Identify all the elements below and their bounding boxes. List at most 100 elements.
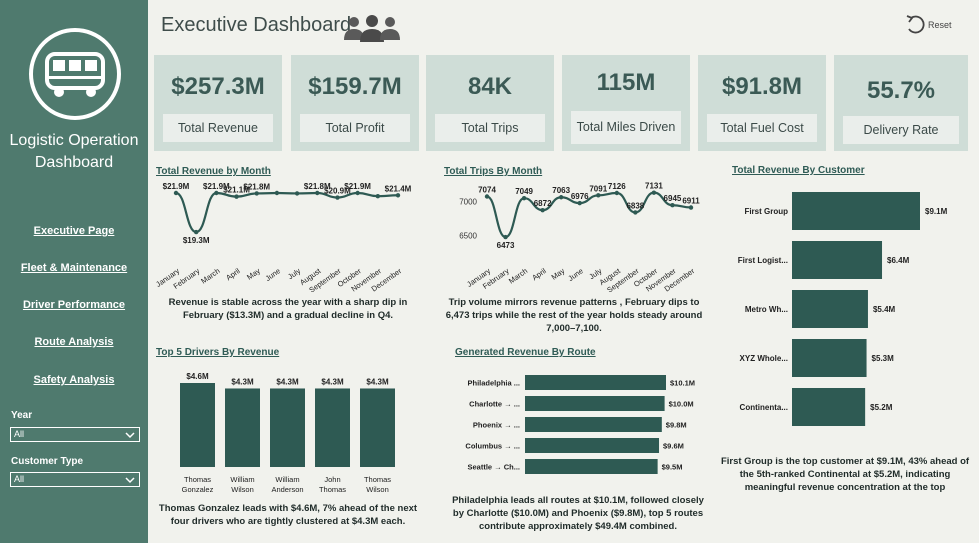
data-point [315,190,320,196]
data-label: 6911 [682,197,700,206]
bar [792,241,883,279]
category-label: Continenta... [740,403,788,412]
nav-driver-performance[interactable]: Driver Performance [22,299,126,311]
data-label: $10.1M [670,379,695,388]
data-point [651,190,657,195]
data-point [521,195,527,201]
bar [525,417,662,432]
data-label: 6872 [534,199,552,208]
data-label: $6.4M [887,256,910,265]
data-label: 7049 [515,187,533,196]
data-point [335,195,340,200]
drivers-note: Thomas Gonzalez leads with $4.6M, 7% ahe… [158,503,418,527]
revenue-by-month-title: Total Revenue by Month [156,166,271,177]
kpi-label: Total Revenue [163,114,273,142]
data-label: 7126 [608,182,626,191]
data-label: $5.4M [873,305,896,314]
data-label: $21.9M [163,182,190,191]
top-drivers-chart: $4.6MThomasGonzalez$4.3MWilliamWilson$4.… [180,372,395,494]
kpi-card-total-fuel-cost: $91.8M Total Fuel Cost [698,55,826,151]
kpi-label: Delivery Rate [843,116,959,144]
data-point [670,203,675,208]
bar [315,388,350,467]
revenue-by-month-chart: $21.9MJanuary$19.3MFebruary$21.9MMarch$2… [154,182,412,292]
x-tick-label: May [245,266,262,282]
chevron-down-icon [125,477,135,484]
data-label: $21.9M [203,182,230,191]
data-label: 6945 [664,194,682,203]
category-label: Seattle → Ch... [467,463,520,472]
x-tick-label: March [507,266,529,285]
data-label: 7063 [552,186,570,195]
kpi-value: 55.7% [866,77,936,104]
data-point [274,190,280,196]
revenue-by-route-title: Generated Revenue By Route [455,347,596,358]
nav-safety-analysis[interactable]: Safety Analysis [33,374,115,386]
bar [270,388,305,467]
data-point [173,190,179,196]
kpi-label: Total Trips [435,114,545,142]
data-point [254,191,259,196]
kpi-card-total-profit: $159.7M Total Profit [291,55,419,151]
data-label: 7131 [645,182,663,191]
y-tick-label: 6500 [459,231,477,240]
data-label: $9.8M [666,421,687,430]
data-point [193,229,199,235]
revenue-month-note: Revenue is stable across the year with a… [168,297,408,321]
category-label: Anderson [271,485,303,494]
app-title: Logistic Operation Dashboard [9,132,139,171]
nav-executive-page[interactable]: Executive Page [33,225,115,237]
revenue-by-customer-title: Total Revenue By Customer [732,165,865,176]
kpi-card-total-revenue: $257.3M Total Revenue [154,55,282,151]
data-point [294,191,300,196]
category-label: Thomas [184,475,211,484]
kpi-value: 84K [467,73,513,100]
data-point [395,193,401,198]
series-line [486,191,692,239]
kpi-value: $257.3M [171,73,265,100]
data-point [577,200,582,206]
data-point [503,234,508,240]
sidebar: Logistic Operation Dashboard Executive P… [0,0,148,543]
customer-type-filter-value: All [14,474,25,484]
data-label: 6976 [571,192,589,201]
data-point [375,193,381,199]
reset-label: Reset [928,20,952,30]
y-tick-label: 7000 [459,198,477,207]
customer-type-filter-select[interactable]: All [10,472,140,487]
nav-route-analysis[interactable]: Route Analysis [34,336,114,348]
year-filter-value: All [14,429,25,439]
category-label: John [324,475,340,484]
data-label: $9.1M [925,207,948,216]
revenue-by-route-chart: Philadelphia ... $10.1M Charlotte → ... $10… [465,375,695,474]
x-tick-label: June [264,266,282,283]
category-label: William [230,475,254,484]
data-point [558,195,564,200]
bar [525,396,665,411]
data-label: $4.3M [276,377,299,386]
bar [792,388,866,426]
category-label: Columbus → ... [465,442,520,451]
data-label: $9.6M [663,442,684,451]
bus-icon [29,28,121,120]
data-label: $21.8M [243,182,270,191]
reset-button[interactable]: Reset [905,14,965,38]
category-label: XYZ Whole... [740,354,788,363]
data-label: $21.1M [223,186,250,195]
data-label: $4.3M [321,377,344,386]
kpi-label: Total Fuel Cost [707,114,817,142]
top-drivers-title: Top 5 Drivers By Revenue [156,347,280,358]
nav-fleet-maintenance[interactable]: Fleet & Maintenance [20,262,128,274]
bar [525,375,666,390]
customer-type-filter-label: Customer Type [11,456,84,467]
x-tick-label: April [224,266,242,282]
year-filter-label: Year [11,410,33,421]
bar [225,388,260,467]
series-line [175,191,399,234]
data-label: $19.3M [183,236,210,245]
year-filter-select[interactable]: All [10,427,140,442]
trips-by-month-title: Total Trips By Month [444,166,543,177]
data-point [214,190,219,196]
data-label: $21.9M [344,182,371,191]
data-label: $4.6M [186,372,209,381]
